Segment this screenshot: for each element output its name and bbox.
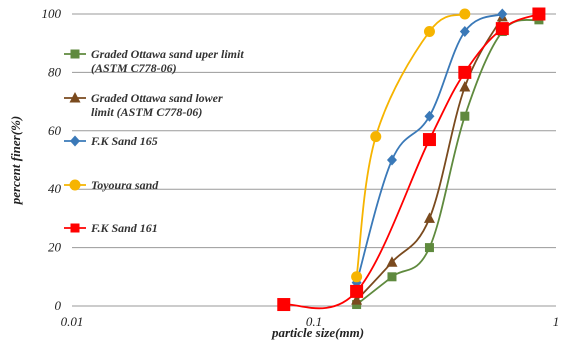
legend-label-1-1: limit (ASTM C778-06) (91, 105, 202, 119)
legend-marker-4 (70, 223, 80, 233)
data-point-s2-2 (424, 110, 435, 122)
series-layer (277, 7, 546, 312)
series-line-0 (356, 18, 540, 306)
y-tick-0: 0 (55, 298, 62, 313)
legend-item-3: Toyoura sand (64, 178, 159, 192)
series-0 (352, 15, 544, 310)
legend-label-0-1: (ASTM C778-06) (91, 61, 177, 75)
data-point-s0-3 (460, 111, 470, 121)
data-point-s4-1 (350, 284, 364, 298)
x-tick-1: 1 (553, 314, 560, 329)
y-tick-100: 100 (42, 6, 62, 21)
data-point-s4-3 (458, 65, 472, 79)
data-point-s3-3 (459, 8, 471, 20)
legend-marker-3 (69, 179, 81, 191)
series-4 (277, 7, 546, 312)
x-tick-0.1: 0.1 (306, 314, 322, 329)
y-tick-labels: 0 20 40 60 80 100 (42, 6, 62, 313)
legend-item-2: F.K Sand 165 (64, 134, 158, 148)
data-point-s1-3 (459, 81, 471, 92)
legend-label-2-0: F.K Sand 165 (90, 134, 158, 148)
legend-label-0-0: Graded Ottawa sand uper limit (91, 47, 244, 61)
data-point-s0-2 (424, 243, 434, 253)
x-tick-0.01: 0.01 (61, 314, 84, 329)
data-point-s2-4 (497, 8, 508, 20)
legend: Graded Ottawa sand uper limit(ASTM C778-… (64, 47, 244, 235)
series-line-2 (355, 13, 503, 283)
data-point-s2-3 (459, 26, 470, 38)
data-point-s4-5 (532, 7, 546, 21)
data-point-s1-1 (386, 256, 398, 267)
y-tick-20: 20 (48, 240, 62, 255)
legend-item-4: F.K Sand 161 (64, 221, 158, 235)
legend-label-4-0: F.K Sand 161 (90, 221, 158, 235)
data-point-s4-2 (422, 133, 436, 147)
x-tick-labels: 0.01 0.1 1 (61, 314, 560, 329)
data-point-s2-1 (386, 154, 397, 166)
y-tick-80: 80 (48, 64, 62, 79)
legend-label-3-0: Toyoura sand (91, 178, 159, 192)
legend-item-0: Graded Ottawa sand uper limit(ASTM C778-… (64, 47, 244, 75)
data-point-s4-0 (277, 298, 291, 312)
legend-label-1-0: Graded Ottawa sand lower (91, 91, 223, 105)
legend-marker-0 (70, 49, 80, 59)
data-point-s3-1 (370, 131, 382, 143)
data-point-s3-2 (423, 26, 435, 38)
series-line-1 (355, 16, 504, 301)
legend-marker-2 (70, 135, 80, 147)
x-axis-label: particle size(mm) (271, 325, 364, 340)
series-1 (351, 10, 508, 305)
data-point-s4-4 (495, 22, 509, 36)
legend-marker-1 (69, 92, 81, 103)
y-tick-40: 40 (48, 181, 62, 196)
series-3 (351, 8, 471, 283)
y-axis-label: percent finer(%) (8, 116, 23, 205)
data-point-s0-1 (387, 272, 397, 282)
data-point-s1-2 (423, 212, 435, 223)
data-point-s1-0 (351, 294, 363, 305)
y-tick-60: 60 (48, 123, 62, 138)
data-point-s3-0 (351, 271, 363, 283)
series-line-3 (355, 13, 466, 277)
